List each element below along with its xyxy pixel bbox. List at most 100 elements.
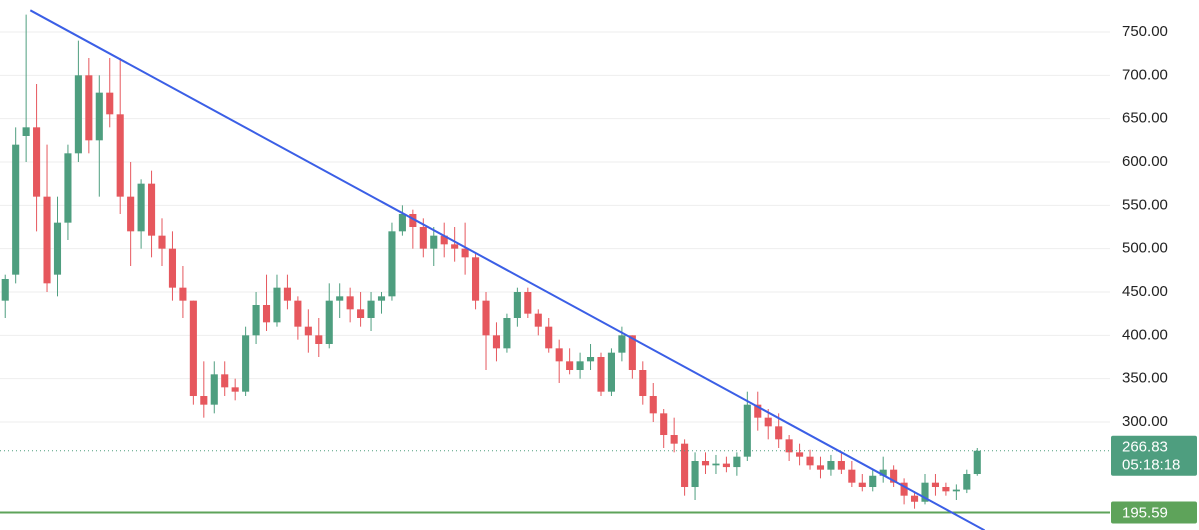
candle-body [597, 357, 605, 392]
candle-body [806, 456, 814, 466]
candle-body [357, 309, 365, 318]
candle-body [796, 452, 804, 457]
y-tick-label: 700.00 [1122, 66, 1168, 83]
candle-body [346, 296, 354, 310]
y-tick-label: 600.00 [1122, 153, 1168, 170]
candle-body [942, 487, 950, 492]
y-tick-label: 550.00 [1122, 196, 1168, 213]
candle-body [775, 426, 783, 440]
last-price-box [1111, 435, 1197, 476]
candle-body [430, 235, 438, 249]
candle-body [733, 456, 741, 468]
candle-body [513, 291, 521, 318]
candle-body [482, 300, 490, 336]
candle-body [963, 474, 971, 490]
candle-body [472, 257, 480, 301]
candle-body [221, 374, 229, 388]
candle-body [231, 387, 239, 392]
candle-body [754, 404, 762, 418]
candle-body [701, 461, 710, 466]
candle-body [649, 396, 657, 414]
candle-body [827, 461, 835, 470]
support-price-box [1111, 501, 1197, 524]
candle-body [618, 335, 626, 353]
candle-body [628, 335, 636, 371]
candle-body [106, 92, 114, 115]
candle-body [22, 127, 30, 136]
candle-body [555, 348, 563, 362]
candle-body [879, 469, 887, 476]
candle-body [566, 361, 574, 371]
candle-body [785, 439, 793, 453]
candle-body [252, 304, 260, 336]
candle-body [409, 213, 417, 227]
y-tick-label: 450.00 [1122, 283, 1168, 300]
candle-body [283, 287, 291, 301]
candle-body [419, 226, 427, 249]
candle-body [670, 435, 678, 444]
y-tick-label: 300.00 [1122, 413, 1168, 430]
candle-body [639, 370, 647, 397]
candle-body [116, 114, 124, 197]
candle-body [681, 443, 689, 488]
candle-body [398, 213, 406, 232]
candle-body [524, 291, 532, 314]
y-tick-label: 750.00 [1122, 23, 1168, 40]
candle-body [64, 153, 72, 223]
candle-body [53, 222, 62, 275]
candle-body [137, 183, 145, 232]
candle-body [816, 465, 825, 470]
candle-body [1, 278, 9, 301]
candle-body [869, 475, 877, 488]
countdown-label: 05:18:18 [1122, 457, 1180, 474]
candle-body [586, 357, 595, 362]
candle-body [492, 335, 501, 349]
candle-body [388, 231, 396, 297]
candle-body [764, 417, 772, 427]
y-tick-label: 400.00 [1122, 326, 1168, 343]
candle-body [336, 296, 344, 301]
candle-body [179, 287, 187, 301]
candle-body [148, 183, 156, 236]
candle-body [503, 318, 511, 349]
trendline [29, 9, 986, 530]
candle-body [691, 461, 699, 488]
last-price-label: 266.83 [1122, 439, 1168, 456]
candle-body [900, 482, 908, 496]
candle-body [33, 127, 41, 197]
candle-body [127, 196, 135, 232]
candle-body [921, 482, 929, 502]
candle-body [377, 296, 386, 301]
candle-body [952, 489, 960, 492]
candle-body [158, 235, 166, 249]
candle-body [848, 469, 856, 483]
candle-body [722, 463, 730, 468]
candle-body [242, 335, 250, 392]
candle-body [440, 235, 448, 245]
candle-body [931, 482, 940, 488]
candle-body [545, 326, 553, 349]
candle-body [85, 75, 93, 141]
y-tick-label: 650.00 [1122, 110, 1168, 127]
y-tick-label: 500.00 [1122, 240, 1168, 257]
candle-body [74, 75, 82, 154]
candle-body [43, 196, 51, 284]
candle-body [607, 352, 615, 392]
candle-body [837, 461, 845, 470]
y-tick-label: 350.00 [1122, 370, 1168, 387]
candle-body [858, 482, 866, 488]
candle-body [890, 469, 898, 483]
candle-body [189, 300, 197, 397]
candle-body [576, 361, 584, 371]
candle-body [168, 248, 177, 288]
candle-body [712, 463, 720, 466]
candle-body [294, 300, 302, 327]
candle-body [210, 374, 218, 405]
candle-body [973, 450, 981, 475]
candle-body [200, 396, 208, 405]
candle-body [12, 144, 20, 275]
candle-body [534, 313, 542, 327]
candle-body [315, 335, 323, 345]
candle-body [95, 92, 103, 141]
